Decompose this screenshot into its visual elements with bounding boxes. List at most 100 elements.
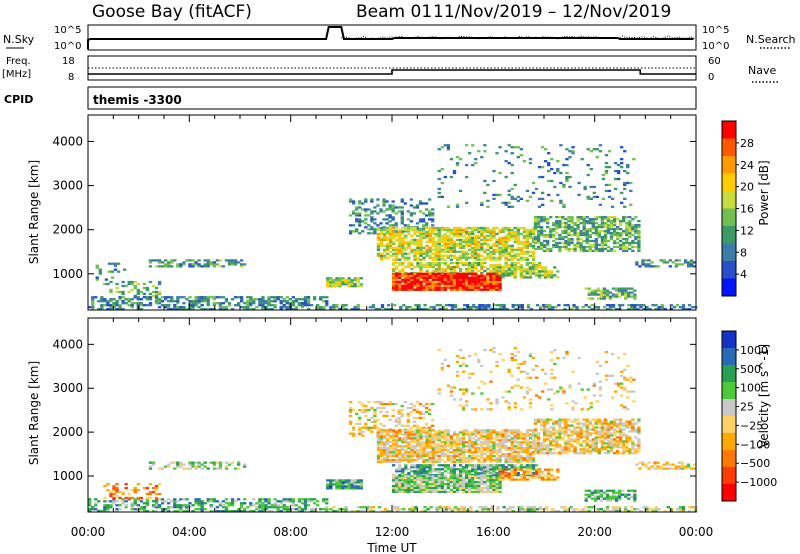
- data-cell: [468, 464, 472, 467]
- data-cell: [212, 500, 216, 503]
- data-cell: [612, 227, 617, 231]
- data-cell: [516, 226, 520, 230]
- data-cell: [528, 254, 533, 257]
- data-cell: [504, 460, 508, 464]
- data-cell: [388, 435, 393, 438]
- data-cell: [139, 290, 144, 294]
- data-cell: [398, 484, 402, 488]
- data-cell: [398, 445, 402, 448]
- data-cell: [449, 254, 454, 257]
- data-cell: [428, 482, 432, 486]
- nave-label: Nave: [748, 64, 776, 77]
- data-cell: [549, 448, 553, 451]
- data-cell: [409, 406, 414, 410]
- data-cell: [452, 431, 457, 434]
- data-cell: [586, 173, 590, 177]
- data-cell: [404, 466, 408, 469]
- data-cell: [552, 233, 556, 237]
- data-cell: [218, 265, 223, 268]
- data-cell: [483, 447, 487, 450]
- data-cell: [529, 308, 534, 311]
- data-cell: [542, 430, 547, 433]
- data-cell: [552, 434, 556, 437]
- data-cell: [531, 236, 536, 240]
- data-cell: [437, 445, 441, 448]
- data-cell: [167, 265, 171, 268]
- data-cell: [461, 256, 466, 259]
- data-cell: [504, 238, 508, 242]
- data-cell: [303, 304, 308, 307]
- data-cell: [455, 230, 460, 234]
- data-cell: [350, 283, 354, 286]
- data-cell: [547, 152, 551, 155]
- data-cell: [450, 304, 455, 307]
- data-cell: [458, 246, 463, 249]
- data-cell: [401, 490, 405, 493]
- data-cell: [348, 432, 353, 435]
- data-cell: [273, 504, 277, 507]
- data-cell: [416, 230, 420, 234]
- data-cell: [483, 150, 487, 153]
- data-cell: [492, 193, 496, 197]
- data-cell: [410, 284, 414, 287]
- data-cell: [329, 306, 333, 309]
- data-cell: [501, 240, 505, 244]
- data-cell: [558, 420, 562, 423]
- data-cell: [428, 486, 432, 490]
- data-cell: [531, 266, 536, 269]
- data-cell: [630, 304, 634, 307]
- data-cell: [455, 261, 460, 265]
- data-cell: [567, 225, 571, 229]
- data-cell: [431, 439, 435, 442]
- data-cell: [376, 449, 381, 452]
- data-cell: [240, 263, 244, 266]
- data-cell: [446, 429, 451, 432]
- data-cell: [425, 278, 429, 281]
- data-cell: [606, 225, 611, 229]
- data-cell: [414, 308, 418, 311]
- data-cell: [582, 446, 586, 449]
- data-cell: [562, 205, 566, 208]
- data-cell: [576, 227, 580, 231]
- data-cell: [480, 282, 484, 285]
- data-cell: [395, 272, 399, 276]
- data-cell: [385, 256, 390, 259]
- data-cell: [404, 431, 408, 434]
- data-cell: [600, 235, 605, 239]
- data-cell: [358, 416, 362, 420]
- data-cell: [385, 200, 389, 203]
- data-cell: [398, 230, 402, 234]
- data-cell: [373, 218, 377, 221]
- data-cell: [124, 486, 128, 490]
- data-cell: [391, 200, 395, 203]
- data-cell: [230, 498, 235, 501]
- data-cell: [103, 298, 107, 301]
- data-cell: [455, 258, 460, 261]
- data-cell: [637, 430, 641, 433]
- data-cell: [507, 460, 511, 464]
- data-cell: [358, 218, 362, 221]
- data-cell: [489, 280, 493, 283]
- power-ylabel: Slant Range [km]: [27, 160, 41, 264]
- data-cell: [182, 506, 186, 509]
- data-cell: [628, 424, 632, 427]
- data-cell: [404, 280, 408, 283]
- data-cell: [258, 298, 262, 301]
- data-cell: [443, 470, 448, 473]
- data-cell: [416, 472, 420, 475]
- data-cell: [564, 243, 568, 247]
- data-cell: [359, 277, 363, 280]
- data-cell: [103, 500, 107, 503]
- data-cell: [188, 300, 192, 303]
- data-cell: [501, 244, 505, 247]
- data-cell: [599, 297, 604, 300]
- data-cell: [474, 276, 478, 279]
- data-cell: [160, 502, 165, 505]
- data-cell: [206, 296, 210, 299]
- data-cell: [614, 308, 619, 311]
- data-cell: [446, 286, 451, 289]
- data-cell: [601, 197, 606, 201]
- data-cell: [579, 426, 583, 429]
- data-cell: [634, 229, 638, 233]
